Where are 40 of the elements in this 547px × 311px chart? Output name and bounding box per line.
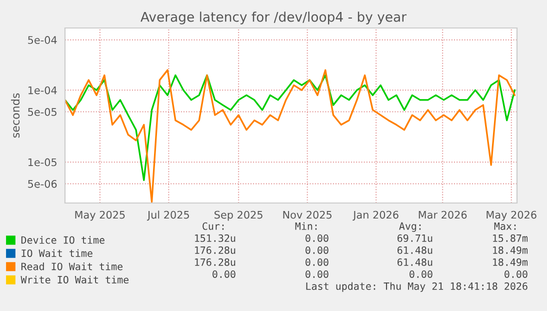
x-tick-label: Nov 2025 bbox=[283, 210, 332, 219]
y-axis-title: seconds bbox=[11, 93, 20, 138]
x-tick-label: May 2026 bbox=[486, 210, 536, 221]
text: 69.71u bbox=[398, 234, 432, 242]
y-tick-label: 5e-04 bbox=[28, 36, 57, 44]
text: Cur: bbox=[202, 222, 224, 230]
text: 0.00 bbox=[410, 270, 432, 278]
legend-label: Device IO time bbox=[21, 236, 104, 244]
legend-label: Write IO Wait time bbox=[20, 276, 129, 284]
text: 0.00 bbox=[306, 270, 328, 278]
text: Last update: Thu May 21 18:41:18 2026 bbox=[306, 282, 528, 292]
x-tick-label: Sep 2025 bbox=[214, 210, 262, 221]
text: 15.87m bbox=[493, 234, 528, 242]
y-tick-label: 1e-05 bbox=[28, 158, 56, 166]
text: 18.49m bbox=[493, 246, 528, 254]
line-series bbox=[65, 74, 516, 182]
text: 61.48u bbox=[398, 246, 432, 254]
text: 151.32u bbox=[195, 234, 236, 242]
text: 176.28u bbox=[195, 246, 236, 254]
text: 0.00 bbox=[306, 246, 328, 254]
text: 176.28u bbox=[195, 258, 236, 266]
x-tick-label: Jan 2026 bbox=[352, 210, 398, 221]
y-tick-label: 1e-04 bbox=[28, 86, 57, 94]
text: Min: bbox=[295, 222, 317, 230]
y-tick-label: 5e-05 bbox=[28, 108, 56, 116]
y-tick-label: 5e-06 bbox=[28, 180, 57, 188]
x-tick-label: Jul 2025 bbox=[146, 210, 189, 221]
text: 0.00 bbox=[306, 258, 328, 266]
x-tick-label: Mar 2026 bbox=[418, 210, 467, 219]
text: 0.00 bbox=[306, 234, 328, 242]
chart-title: Average latency for /dev/loop4 - by year bbox=[140, 12, 407, 24]
x-tick-label: May 2025 bbox=[75, 210, 125, 221]
text: 0.00 bbox=[212, 270, 236, 278]
text: Avg: bbox=[399, 222, 421, 232]
text: Max: bbox=[494, 222, 516, 230]
legend-label: Read IO Wait time bbox=[21, 262, 122, 270]
text: 18.49m bbox=[493, 258, 528, 266]
text: 61.48u bbox=[398, 258, 432, 266]
legend-label: IO Wait time bbox=[22, 249, 92, 258]
text: 0.00 bbox=[504, 270, 528, 278]
